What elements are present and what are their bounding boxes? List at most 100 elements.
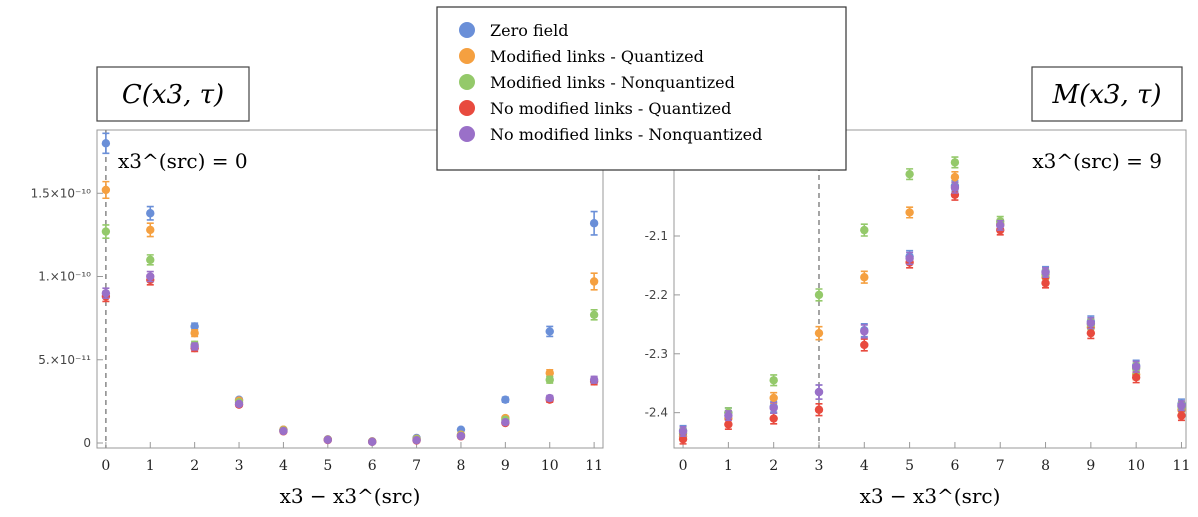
legend-marker bbox=[459, 100, 475, 116]
data-point bbox=[545, 375, 554, 384]
data-point bbox=[905, 254, 914, 263]
data-point bbox=[678, 427, 688, 436]
data-point bbox=[146, 209, 155, 218]
data-point bbox=[1131, 362, 1141, 371]
data-point bbox=[146, 255, 155, 265]
data-point bbox=[860, 273, 869, 282]
data-point bbox=[101, 185, 111, 195]
right-x-tick-label: 7 bbox=[996, 458, 1005, 474]
data-point bbox=[323, 435, 333, 445]
left-title-box: C(x3, τ) bbox=[96, 66, 250, 122]
left-x-axis-label: x3 − x3^(src) bbox=[280, 484, 421, 508]
right-x-tick-label: 10 bbox=[1127, 458, 1145, 474]
legend-box bbox=[436, 6, 847, 171]
right-x-axis-ticks: 0 1 2 3 4 5 6 7 8 9 10 11 bbox=[679, 442, 1191, 474]
left-x-tick-label: 2 bbox=[190, 458, 199, 474]
data-point bbox=[190, 342, 199, 351]
left-plot-frame bbox=[96, 129, 604, 449]
left-x-tick-label: 5 bbox=[323, 458, 332, 474]
legend-label: Zero field bbox=[490, 21, 568, 40]
data-point bbox=[101, 227, 111, 236]
data-point bbox=[860, 225, 869, 235]
data-point bbox=[1086, 328, 1096, 338]
data-point bbox=[190, 322, 199, 331]
data-point bbox=[545, 393, 554, 403]
data-point bbox=[724, 420, 733, 429]
right-title-box: M(x3, τ) bbox=[1031, 66, 1183, 122]
data-point bbox=[769, 403, 778, 413]
data-point bbox=[412, 435, 421, 445]
right-source-annotation: x3^(src) = 9 bbox=[1032, 149, 1162, 173]
left-series-3 bbox=[101, 224, 599, 446]
data-point bbox=[678, 434, 688, 444]
left-source-annotation: x3^(src) = 0 bbox=[118, 149, 248, 173]
right-x-axis-label: x3 − x3^(src) bbox=[860, 484, 1001, 508]
left-series-5 bbox=[101, 270, 599, 447]
left-x-tick-label: 8 bbox=[457, 458, 466, 474]
left-series-1 bbox=[101, 132, 599, 446]
right-x-tick-label: 11 bbox=[1173, 458, 1191, 474]
data-point bbox=[814, 290, 824, 300]
data-point bbox=[769, 414, 778, 423]
data-point bbox=[814, 405, 824, 414]
data-point bbox=[1177, 401, 1186, 410]
data-point bbox=[814, 387, 824, 397]
left-x-tick-label: 7 bbox=[412, 458, 421, 474]
right-y-tick-label: -2.4 bbox=[645, 406, 668, 420]
left-x-tick-label: 10 bbox=[541, 458, 559, 474]
right-chart-panel: -2.4 -2.3 -2.2 -2.1 0 1 2 3 4 5 6 7 8 9 10 11 M(x3, τ)… bbox=[645, 66, 1191, 508]
left-x-axis-ticks: 0 1 2 3 4 5 6 7 8 9 10 11 bbox=[101, 442, 603, 474]
right-x-tick-label: 0 bbox=[679, 458, 688, 474]
legend-items: Zero field Modified links - Quantized Modi… bbox=[459, 21, 762, 144]
right-chart-title: M(x3, τ) bbox=[1051, 80, 1161, 110]
legend-label: No modified links - Quantized bbox=[490, 99, 731, 118]
right-x-tick-label: 2 bbox=[769, 458, 778, 474]
right-x-tick-label: 3 bbox=[815, 458, 824, 474]
data-point bbox=[1177, 411, 1186, 420]
right-y-tick-label: -2.1 bbox=[645, 229, 668, 243]
right-series-1 bbox=[678, 179, 1186, 436]
left-x-tick-label: 4 bbox=[279, 458, 288, 474]
right-y-tick-label: -2.2 bbox=[645, 288, 668, 302]
data-point bbox=[905, 169, 914, 179]
left-y-tick-label: 5.×10⁻¹¹ bbox=[38, 353, 91, 367]
data-point bbox=[950, 183, 960, 192]
right-series-5 bbox=[678, 181, 1186, 438]
data-point bbox=[769, 376, 778, 385]
data-point bbox=[146, 272, 155, 281]
right-x-tick-label: 6 bbox=[950, 458, 959, 474]
legend-label: Modified links - Nonquantized bbox=[490, 73, 735, 92]
data-point bbox=[101, 139, 111, 148]
data-point bbox=[1086, 318, 1096, 328]
data-point bbox=[1131, 373, 1141, 382]
data-point bbox=[905, 208, 914, 217]
data-point bbox=[234, 399, 244, 409]
legend-marker bbox=[459, 74, 475, 90]
data-point bbox=[101, 288, 111, 298]
data-point bbox=[769, 393, 778, 403]
left-chart-panel: 0 5.×10⁻¹¹ 1.×10⁻¹⁰ 1.5×10⁻¹⁰ 0 1 2 3 4 5 6 7 8 9 10 1… bbox=[31, 66, 604, 508]
left-x-tick-label: 3 bbox=[235, 458, 244, 474]
right-series-3 bbox=[678, 156, 1186, 439]
data-point bbox=[589, 375, 599, 384]
right-data-marks bbox=[678, 156, 1186, 445]
data-point bbox=[456, 431, 466, 441]
left-x-tick-label: 6 bbox=[368, 458, 377, 474]
data-point bbox=[1041, 268, 1050, 277]
right-x-tick-label: 8 bbox=[1041, 458, 1050, 474]
left-y-tick-label: 1.×10⁻¹⁰ bbox=[38, 270, 91, 284]
data-point bbox=[860, 327, 869, 336]
data-point bbox=[996, 221, 1005, 230]
left-series-4 bbox=[101, 274, 599, 447]
right-x-tick-label: 4 bbox=[860, 458, 869, 474]
data-point bbox=[724, 411, 733, 420]
left-x-tick-label: 0 bbox=[101, 458, 110, 474]
right-series-2 bbox=[678, 171, 1186, 442]
right-x-tick-label: 1 bbox=[724, 458, 733, 474]
legend-marker bbox=[459, 22, 475, 38]
data-point bbox=[501, 395, 510, 404]
left-x-tick-label: 9 bbox=[501, 458, 510, 474]
left-data-marks bbox=[101, 132, 599, 447]
data-point bbox=[950, 158, 960, 167]
left-y-tick-label: 0 bbox=[83, 436, 91, 450]
